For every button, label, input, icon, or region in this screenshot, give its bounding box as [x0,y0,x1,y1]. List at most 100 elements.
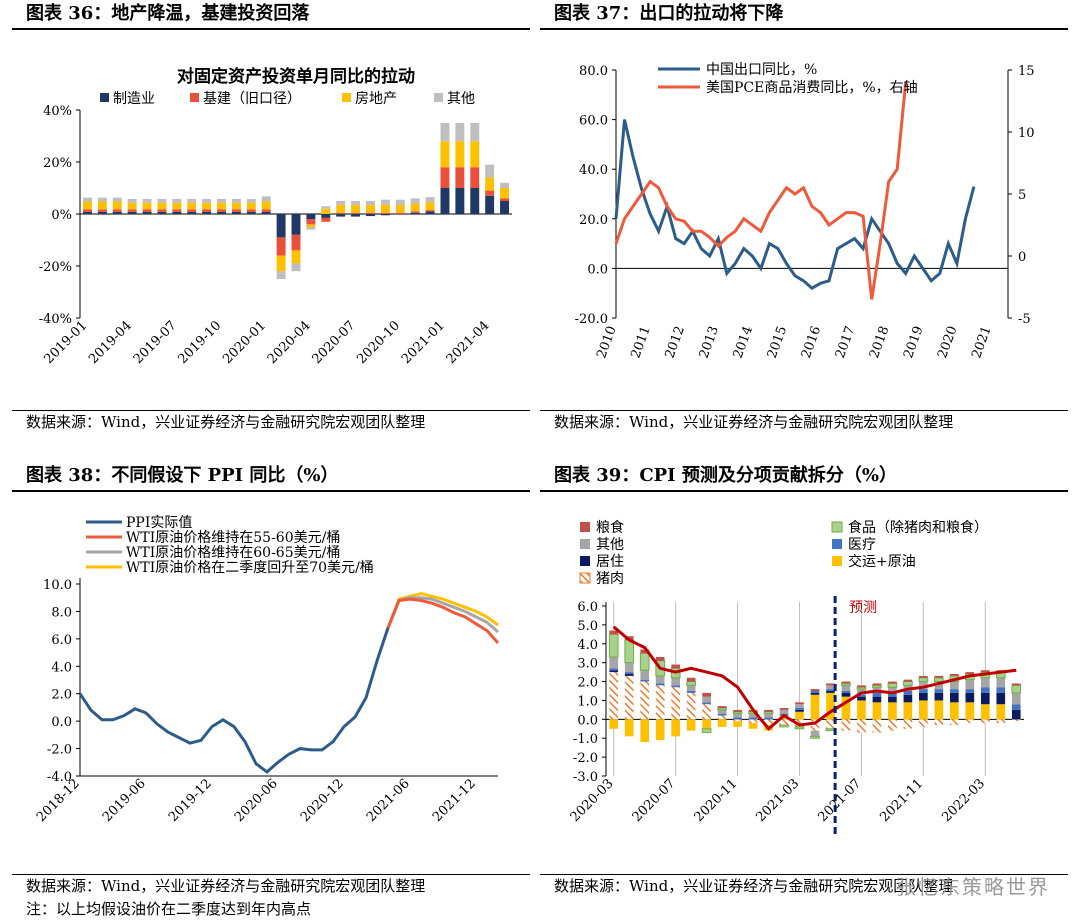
y-tick-label: 10.0 [43,578,72,593]
series-line [614,119,976,291]
panel-heading: 图表 39：CPI 预测及分项贡献拆分（%） [540,462,1068,492]
bar-segment [231,211,241,214]
bar-segment [919,719,928,727]
bar-segment [980,692,990,705]
bar-segment [395,204,405,213]
bar-segment [841,692,851,697]
bar-segment [934,689,944,693]
x-tick-label: 2021-12 [430,776,479,825]
bar-segment [440,141,450,168]
bar-segment [142,198,152,203]
y-tick-label: -1.0 [573,732,598,747]
bar-segment [655,657,665,661]
bar-segment [639,652,650,671]
legend-label: WTI原油价格维持在55-60美元/桶 [126,530,340,546]
cpi-chart: 6.05.04.03.02.01.00.0-1.0-2.0-3.02020-03… [568,519,1024,837]
series-line [614,82,908,300]
bar-segment [470,188,480,214]
bar-segment [187,198,197,203]
bar-segment [500,182,510,188]
y-tick-label: 0.0 [51,715,72,730]
bar-segment [142,202,152,210]
bar-segment [217,209,226,212]
x-tick-label: 2021-06 [364,776,413,825]
bar-segment [872,692,882,697]
x-tick-label: 2019-06 [100,776,149,825]
bar-segment [934,692,944,701]
bar-segment [410,198,420,204]
bar-segment [717,719,727,727]
bar-segment [965,679,975,690]
bar-segment [949,681,959,690]
bar-segment [485,195,495,214]
legend-swatch [190,93,199,102]
bar-segment [872,684,882,688]
x-tick-label: 2019-04 [86,318,135,367]
x-tick-label: 2020-04 [265,318,314,367]
bar-segment [841,681,851,684]
bar-segment [655,675,665,684]
bar-segment [425,210,435,212]
bar-segment [157,198,167,203]
bar-segment [306,219,316,225]
bar-segment [717,715,727,720]
bar-segment [321,217,331,222]
bar-segment [779,719,789,725]
bar-segment [887,682,898,688]
bar-segment [856,686,867,690]
bar-segment [748,717,758,720]
x-tick-label: 2020 [935,324,960,360]
bar-segment [455,188,465,214]
bar-segment [826,691,835,693]
bar-segment [888,681,897,684]
cpi-line [612,625,1017,731]
x-tick-label: 2019 [901,324,926,360]
bar-segment [640,679,650,682]
watermark: 张忆东策略世界 [896,875,1050,899]
bar-segment [609,670,619,673]
bar-segment [810,689,820,691]
bar-segment [826,719,835,729]
y-tick-label: 20.0 [579,213,608,228]
bar-segment [609,672,619,720]
bar-segment [934,719,944,725]
bar-segment [825,728,836,732]
bar-segment [609,668,619,671]
bar-segment [996,704,1006,720]
legend-swatch [580,522,590,532]
bar-segment [934,677,944,683]
bar-segment [82,197,92,202]
bar-segment [888,719,897,731]
bar-segment [291,234,301,251]
bar-segment [763,711,774,715]
panel-heading: 图表 37：出口的拉动将下降 [540,0,1068,30]
x-tick-label: 2021-11 [877,776,926,825]
bar-segment [980,704,990,720]
legend-swatch [832,539,842,549]
bar-segment [624,662,634,673]
y-tick-label: 4.0 [577,638,598,653]
bar-segment [217,211,226,214]
bar-segment [857,700,866,720]
bar-segment [640,649,650,654]
bar-segment [127,211,137,214]
bar-segment [500,198,510,201]
bar-segment [246,202,256,210]
bar-segment [624,639,635,664]
bar-segment [440,123,450,142]
bar-segment [965,719,975,724]
bar-segment [903,719,913,729]
bar-segment [686,685,696,691]
legend-label: PPI实际值 [126,515,192,531]
bar-segment [410,212,420,214]
x-tick-label: 2016 [799,324,824,360]
legend-swatch [831,521,843,533]
bar-segment [980,719,990,724]
x-tick-label: 2010 [594,324,619,360]
bar-segment [934,675,944,678]
x-tick-label: 2020-07 [310,318,359,367]
bar-segment [1011,709,1021,720]
bar-segment [764,713,773,718]
legend-label: 医疗 [848,537,876,553]
